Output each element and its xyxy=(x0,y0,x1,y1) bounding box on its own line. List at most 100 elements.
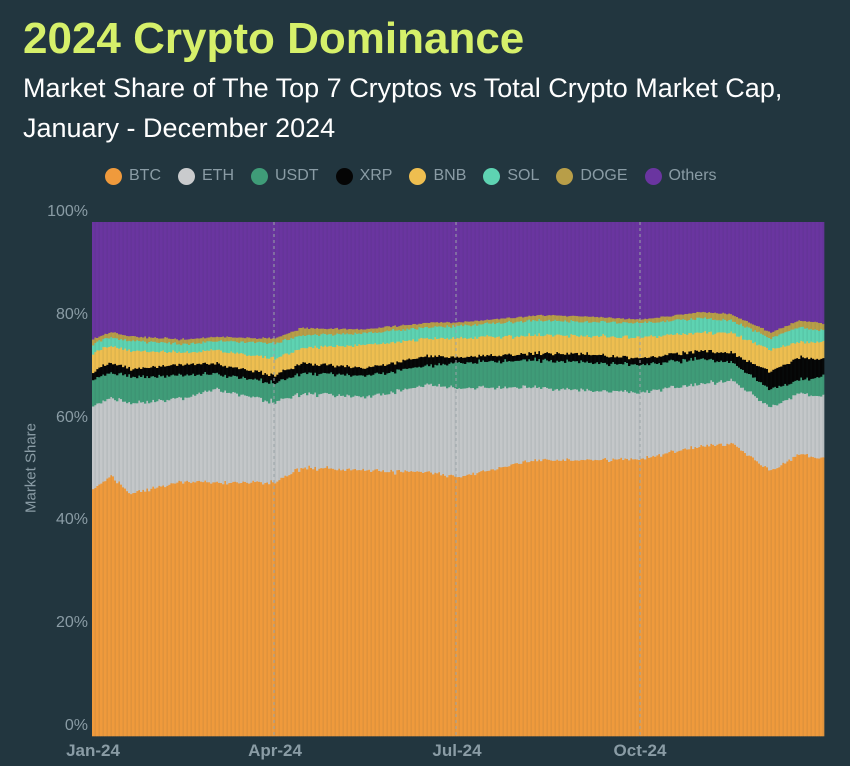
legend-item-others[interactable]: Others xyxy=(644,167,717,185)
bar-segment-usdt xyxy=(100,375,103,404)
bar-segment-bnb xyxy=(118,348,121,365)
legend-item-btc[interactable]: BTC xyxy=(105,167,161,185)
bar-segment-bnb xyxy=(782,344,785,365)
bar-segment-eth xyxy=(96,403,99,486)
bar-segment-doge xyxy=(698,311,701,318)
bar-segment-eth xyxy=(574,388,577,461)
bar-segment-eth xyxy=(762,402,765,467)
bar-segment-sol xyxy=(398,329,401,342)
bar-segment-doge xyxy=(792,322,795,330)
bar-segment-bnb xyxy=(162,350,165,366)
legend-item-bnb[interactable]: BNB xyxy=(409,167,466,185)
bar-segment-eth xyxy=(370,397,373,472)
bar-segment-xrp xyxy=(478,354,481,360)
bar-segment-btc xyxy=(272,481,275,737)
bar-segment-others xyxy=(464,222,467,322)
bar-segment-sol xyxy=(778,334,781,349)
bar-segment-bnb xyxy=(446,337,449,358)
bar-segment-sol xyxy=(342,332,345,347)
bar-segment-doge xyxy=(206,337,209,342)
bar-segment-doge xyxy=(656,317,659,323)
bar-segment-others xyxy=(710,222,713,313)
bar-segment-others xyxy=(560,222,563,316)
bar-segment-others xyxy=(332,222,335,329)
bar-segment-xrp xyxy=(388,363,391,373)
bar-segment-others xyxy=(238,222,241,338)
legend-item-doge[interactable]: DOGE xyxy=(556,167,628,185)
bar-segment-sol xyxy=(626,322,629,336)
bar-segment-usdt xyxy=(316,375,319,398)
bar-segment-btc xyxy=(700,444,703,737)
bar-segment-xrp xyxy=(588,354,591,363)
bar-segment-usdt xyxy=(808,380,811,397)
bar-segment-xrp xyxy=(770,371,773,390)
bar-segment-bnb xyxy=(604,335,607,356)
bar-segment-bnb xyxy=(324,345,327,364)
bar-segment-sol xyxy=(402,328,405,341)
bar-segment-usdt xyxy=(480,361,483,387)
bar-segment-bnb xyxy=(396,341,399,362)
bar-segment-bnb xyxy=(426,337,429,355)
bar-segment-doge xyxy=(152,337,155,342)
legend-item-usdt[interactable]: USDT xyxy=(251,167,319,185)
bar-segment-bnb xyxy=(288,354,291,370)
legend-item-eth[interactable]: ETH xyxy=(178,167,234,185)
legend-item-xrp[interactable]: XRP xyxy=(335,167,392,185)
bar-segment-xrp xyxy=(732,353,735,364)
bar-segment-others xyxy=(604,222,607,318)
bar-segment-others xyxy=(336,222,339,328)
bar-segment-bnb xyxy=(738,336,741,357)
bar-segment-xrp xyxy=(720,351,723,361)
bar-segment-sol xyxy=(476,325,479,339)
bar-segment-doge xyxy=(804,320,807,329)
bar-segment-usdt xyxy=(818,377,821,397)
bar-segment-xrp xyxy=(170,364,173,376)
bar-segment-others xyxy=(346,222,349,330)
bar-segment-btc xyxy=(98,484,101,737)
bar-segment-bnb xyxy=(672,334,675,354)
bar-segment-eth xyxy=(328,393,331,469)
bar-segment-eth xyxy=(466,387,469,475)
bar-segment-bnb xyxy=(488,336,491,356)
bar-segment-xrp xyxy=(594,354,597,364)
bar-segment-usdt xyxy=(278,380,281,401)
bar-segment-others xyxy=(420,222,423,324)
bar-segment-usdt xyxy=(638,365,641,394)
bar-segment-eth xyxy=(772,404,775,469)
bar-segment-bnb xyxy=(360,344,363,368)
bar-segment-doge xyxy=(156,337,159,343)
bar-segment-xrp xyxy=(446,357,449,366)
bar-segment-usdt xyxy=(214,372,217,390)
bar-segment-usdt xyxy=(164,377,167,403)
bar-segment-others xyxy=(292,222,295,332)
bar-segment-sol xyxy=(730,319,733,332)
bar-segment-others xyxy=(492,222,495,320)
bar-segment-xrp xyxy=(258,371,261,381)
bar-segment-xrp xyxy=(328,364,331,374)
bar-segment-eth xyxy=(502,387,505,467)
bar-segment-xrp xyxy=(604,355,607,363)
bar-segment-usdt xyxy=(144,377,147,404)
bar-segment-bnb xyxy=(154,351,157,367)
bar-segment-xrp xyxy=(362,368,365,376)
bar-segment-eth xyxy=(706,382,709,445)
bar-segment-usdt xyxy=(580,360,583,389)
bar-segment-doge xyxy=(338,329,341,334)
bar-segment-btc xyxy=(368,469,371,737)
bar-segment-others xyxy=(812,222,815,323)
bar-segment-btc xyxy=(254,481,257,737)
bar-segment-eth xyxy=(300,394,303,469)
bar-segment-sol xyxy=(714,319,717,334)
y-tick-label: 100% xyxy=(47,203,88,220)
bar-segment-bnb xyxy=(596,335,599,356)
bar-segment-usdt xyxy=(754,377,757,397)
bar-segment-usdt xyxy=(172,374,175,398)
bar-segment-bnb xyxy=(458,338,461,358)
bar-segment-others xyxy=(752,222,755,325)
bar-segment-doge xyxy=(408,324,411,330)
bar-segment-usdt xyxy=(196,374,199,395)
bar-segment-eth xyxy=(752,394,755,458)
bar-segment-others xyxy=(438,222,441,323)
bar-segment-bnb xyxy=(718,332,721,353)
legend-item-sol[interactable]: SOL xyxy=(483,167,539,185)
